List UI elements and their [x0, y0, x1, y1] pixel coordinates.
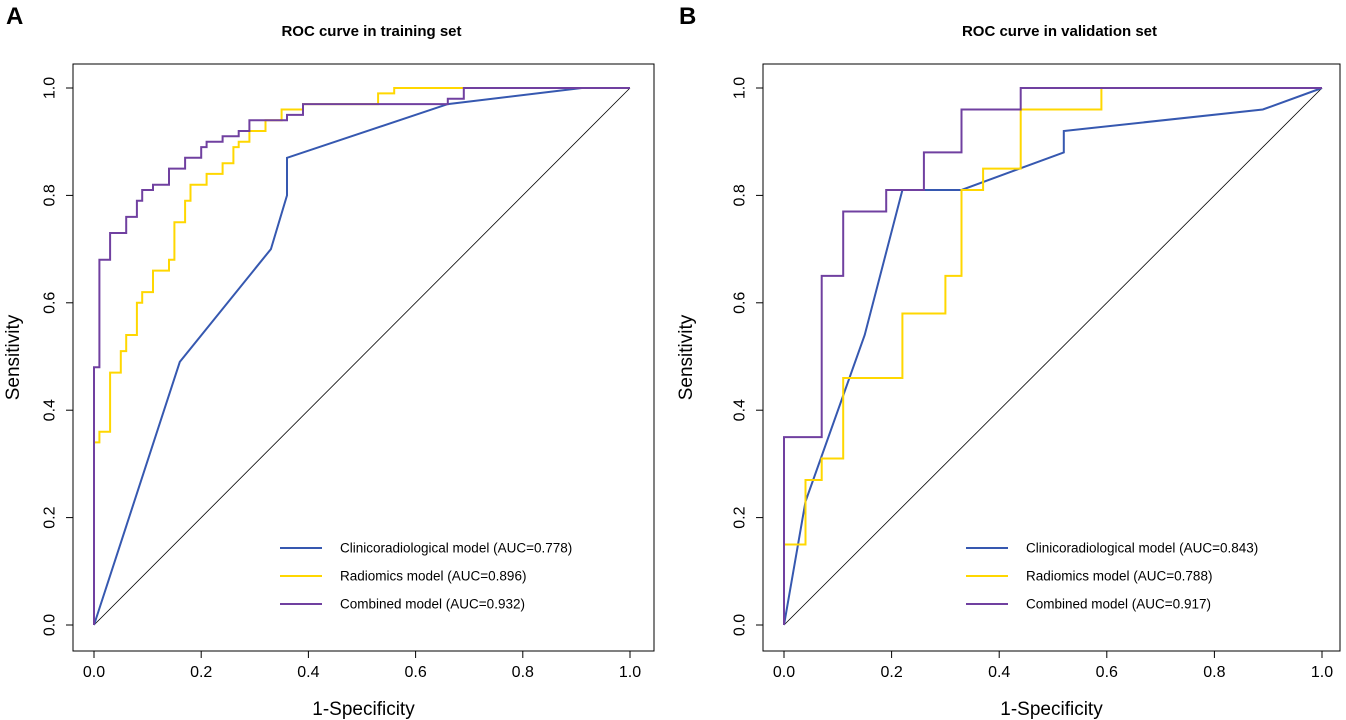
roc-chart-validation: B ROC curve in validation set 0.0 0.2 0.4 0.6… — [676, 3, 1341, 720]
y-tick-label: 1.0 — [42, 77, 59, 99]
legend-label-radiomics: Radiomics model (AUC=0.896) — [340, 569, 526, 584]
x-tick-label: 0.2 — [190, 664, 212, 681]
x-tick-label: 0.6 — [1096, 664, 1118, 681]
y-tick-label: 0.6 — [42, 292, 59, 314]
y-tick-label: 0.2 — [732, 506, 749, 528]
chart-title: ROC curve in validation set — [962, 23, 1157, 40]
roc-curve-combined — [93, 87, 630, 625]
y-axis-label: Sensitivity — [3, 314, 24, 400]
panel-label: B — [679, 3, 696, 30]
roc-curve-clinico — [93, 87, 630, 626]
y-axis-label: Sensitivity — [676, 314, 697, 400]
x-tick-label: 0.6 — [404, 664, 426, 681]
legend-label-clinico: Clinicoradiological model (AUC=0.843) — [1026, 541, 1258, 556]
x-axis-label: 1-Specificity — [1000, 699, 1103, 720]
roc-chart-training: A ROC curve in training set 0.0 0.2 0.4 0.6 0.… — [3, 3, 655, 720]
legend-label-combined: Combined model (AUC=0.917) — [1026, 597, 1211, 612]
roc-curve-radiomics — [93, 87, 630, 625]
reference-diagonal — [783, 87, 1323, 626]
y-tick-label: 0.4 — [42, 399, 59, 421]
legend-label-combined: Combined model (AUC=0.932) — [340, 597, 525, 612]
y-tick-label: 0.8 — [732, 184, 749, 206]
y-tick-label: 0.0 — [732, 614, 749, 636]
x-tick-label: 0.2 — [880, 664, 902, 681]
x-axis-label: 1-Specificity — [312, 699, 415, 720]
x-tick-label: 0.8 — [512, 664, 534, 681]
panel-label: A — [6, 3, 23, 30]
y-tick-label: 0.4 — [732, 399, 749, 421]
x-tick-label: 1.0 — [1311, 664, 1333, 681]
legend-label-clinico: Clinicoradiological model (AUC=0.778) — [340, 541, 572, 556]
y-tick-label: 1.0 — [732, 77, 749, 99]
legend-label-radiomics: Radiomics model (AUC=0.788) — [1026, 569, 1212, 584]
y-tick-label: 0.6 — [732, 292, 749, 314]
x-tick-label: 0.4 — [988, 664, 1010, 681]
reference-diagonal — [93, 87, 631, 626]
y-tick-label: 0.2 — [42, 506, 59, 528]
roc-panel-b: B ROC curve in validation set 0.0 0.2 0.4 0.6… — [673, 0, 1346, 720]
x-tick-label: 0.8 — [1203, 664, 1225, 681]
x-tick-label: 0.4 — [297, 664, 319, 681]
roc-curve-combined — [783, 87, 1322, 625]
x-tick-label: 1.0 — [619, 664, 641, 681]
plot-frame — [72, 63, 655, 652]
roc-panel-a: A ROC curve in training set 0.0 0.2 0.4 0.6 0.… — [3, 3, 655, 720]
x-tick-label: 0.0 — [83, 664, 105, 681]
x-tick-label: 0.0 — [773, 664, 795, 681]
chart-title: ROC curve in training set — [281, 23, 461, 40]
y-tick-label: 0.0 — [42, 614, 59, 636]
roc-curve-radiomics — [783, 87, 1322, 625]
y-tick-label: 0.8 — [42, 184, 59, 206]
plot-frame — [762, 63, 1341, 652]
